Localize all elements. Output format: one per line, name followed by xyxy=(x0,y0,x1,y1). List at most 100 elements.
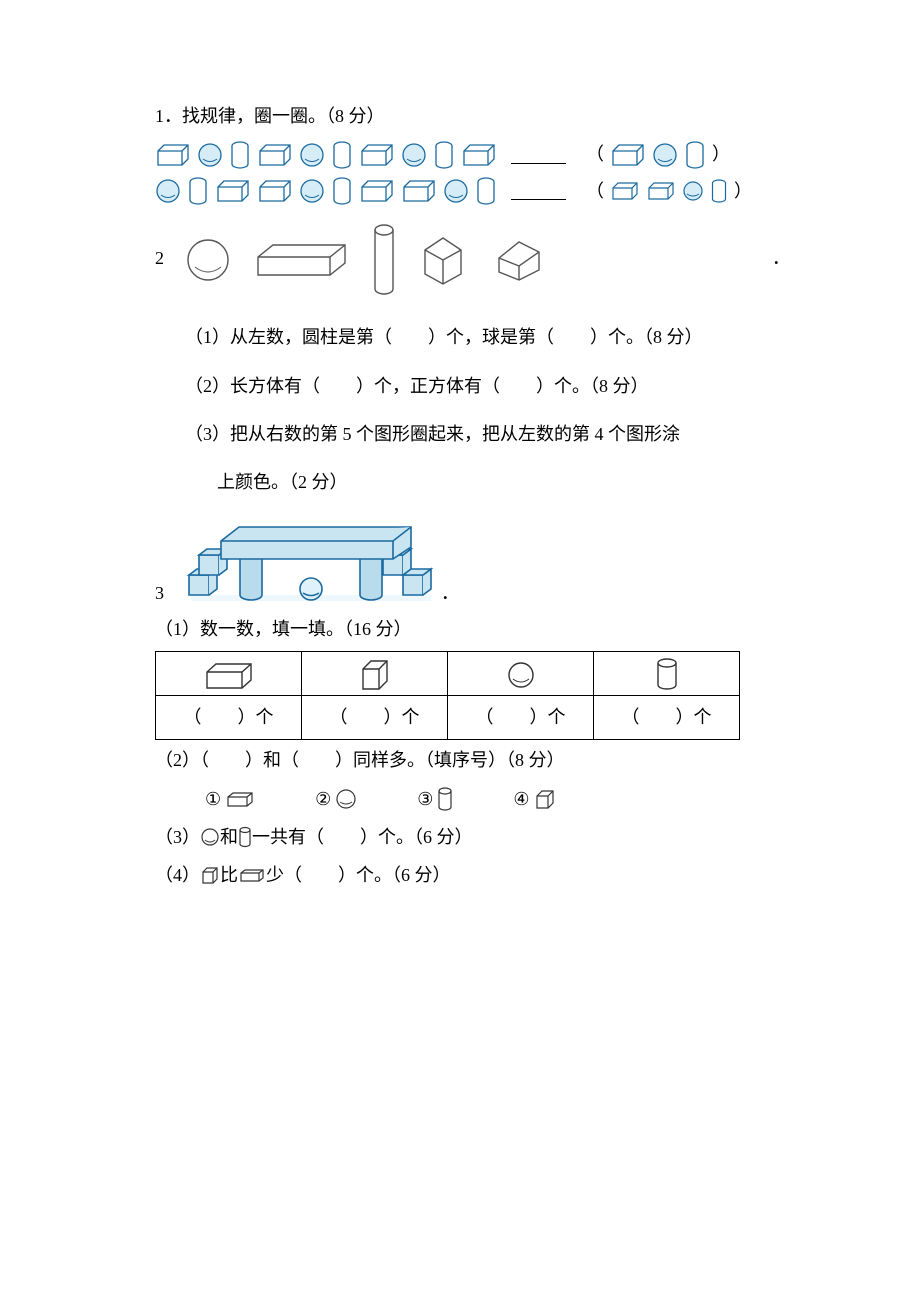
building-blocks-illustration xyxy=(181,505,441,613)
blank-line xyxy=(511,146,566,164)
cuboid-small-icon xyxy=(238,867,266,883)
cylinder-icon xyxy=(475,176,497,206)
q3-p3-mid: 和 xyxy=(220,821,238,853)
q3-p1-text: （1）数一数，填一填。（16 分） xyxy=(155,613,412,645)
option-3: ③ xyxy=(417,783,453,815)
q2-p1: （1）从左数，圆柱是第（ ）个，球是第（ ）个。（8 分） xyxy=(155,321,790,353)
cuboid-icon xyxy=(610,142,646,168)
q2-p3b-text: 上颜色。（2 分） xyxy=(217,466,348,498)
cylinder-small-icon xyxy=(437,786,453,812)
sphere-icon xyxy=(155,178,181,204)
cuboid-icon xyxy=(215,178,251,204)
count-table: （ ）个 （ ）个 （ ）个 （ ）个 xyxy=(155,651,790,740)
cuboid-icon xyxy=(257,178,293,204)
flat-cuboid-icon xyxy=(253,241,349,279)
cylinder-icon xyxy=(655,657,679,691)
cylinder-icon xyxy=(229,140,251,170)
sphere-big-icon xyxy=(185,237,231,283)
q3-p3-post: 一共有（ ）个。（6 分） xyxy=(252,821,473,853)
table-header-cuboid xyxy=(156,652,302,696)
sphere-icon xyxy=(682,180,704,202)
sphere-icon xyxy=(652,142,678,168)
paren-open: （ xyxy=(586,175,604,207)
table-header-cylinder xyxy=(594,652,740,696)
blank-line xyxy=(511,182,566,200)
table-cell: （ ）个 xyxy=(448,696,594,740)
paren-open: （ xyxy=(586,138,604,170)
cuboid-icon xyxy=(359,142,395,168)
q2-p3a-text: （3）把从右数的第 5 个图形圈起来，把从左数的第 4 个图形涂 xyxy=(185,418,680,450)
options-row: ① ② ③ ④ xyxy=(155,783,790,815)
cylinder-icon xyxy=(433,140,455,170)
sphere-small-icon xyxy=(200,827,220,847)
tall-cylinder-icon xyxy=(371,223,397,297)
q3-number: 3 xyxy=(155,505,181,609)
option-1: ① xyxy=(205,783,255,815)
q2-p2: （2）长方体有（ ）个，正方体有（ ）个。（8 分） xyxy=(155,370,790,402)
table-cell: （ ）个 xyxy=(594,696,740,740)
answer-group: （ ） xyxy=(586,138,730,170)
table-header-cube xyxy=(302,652,448,696)
option-number: ④ xyxy=(513,783,529,815)
q3-p2-text: （2）（ ）和（ ）同样多。（填序号）（8 分） xyxy=(155,744,565,776)
option-4: ④ xyxy=(513,783,555,815)
q1-title: 1．找规律，圈一圈。（8 分） xyxy=(155,100,790,132)
cylinder-icon xyxy=(187,176,209,206)
q2-p3a: （3）把从右数的第 5 个图形圈起来，把从左数的第 4 个图形涂 xyxy=(155,418,790,450)
q3-p4: （4） 比 少（ ）个。（6 分） xyxy=(155,859,790,891)
table-header-sphere xyxy=(448,652,594,696)
q2-p3b: 上颜色。（2 分） xyxy=(155,466,790,498)
cuboid-icon xyxy=(202,660,256,690)
q1-row1: （ ） xyxy=(155,138,790,170)
tilted-cube-icon xyxy=(489,236,545,284)
paren-close: ） xyxy=(734,175,752,207)
q2-p2-text: （2）长方体有（ ）个，正方体有（ ）个。（8 分） xyxy=(185,370,649,402)
sphere-small-icon xyxy=(335,788,357,810)
cuboid-icon xyxy=(359,178,395,204)
cylinder-icon xyxy=(331,140,353,170)
sphere-icon xyxy=(299,142,325,168)
cube-small-icon xyxy=(534,788,556,810)
q2-number: 2 xyxy=(155,242,175,274)
cylinder-icon xyxy=(710,178,728,204)
table-cell: （ ）个 xyxy=(156,696,302,740)
q3-p4-post: 少（ ）个。（6 分） xyxy=(266,859,451,891)
sphere-icon xyxy=(506,660,536,690)
sphere-icon xyxy=(443,178,469,204)
q2-block: 2 ． xyxy=(155,215,790,301)
cuboid-icon xyxy=(646,180,676,202)
q2-dot: ． xyxy=(772,242,790,274)
q3-p2: （2）（ ）和（ ）同样多。（填序号）（8 分） xyxy=(155,744,790,776)
option-number: ③ xyxy=(417,783,433,815)
sphere-icon xyxy=(299,178,325,204)
cube-icon xyxy=(358,657,392,691)
cuboid-icon xyxy=(401,178,437,204)
q3-dot: ． xyxy=(441,505,459,609)
option-number: ② xyxy=(315,783,331,815)
cube-small-icon xyxy=(200,865,220,885)
cuboid-icon xyxy=(257,142,293,168)
q1-title-text: 1．找规律，圈一圈。（8 分） xyxy=(155,100,385,132)
cuboid-icon xyxy=(461,142,497,168)
option-2: ② xyxy=(315,783,357,815)
q3-block: 3 xyxy=(155,505,790,613)
cylinder-icon xyxy=(684,140,706,170)
q3-p3-pre: （3） xyxy=(155,821,200,853)
q3-p3: （3） 和 一共有（ ）个。（6 分） xyxy=(155,821,790,853)
cylinder-icon xyxy=(331,176,353,206)
paren-close: ） xyxy=(712,138,730,170)
answer-group2: （ ） xyxy=(586,175,752,207)
sphere-icon xyxy=(401,142,427,168)
q1-row2: （ ） xyxy=(155,175,790,207)
cube-iso-icon xyxy=(419,234,467,286)
q3-p1: （1）数一数，填一填。（16 分） xyxy=(155,613,790,645)
sphere-icon xyxy=(197,142,223,168)
cylinder-small-icon xyxy=(238,826,252,848)
cuboid-small-icon xyxy=(225,790,255,808)
cuboid-icon xyxy=(610,180,640,202)
table-cell: （ ）个 xyxy=(302,696,448,740)
q2-p1-text: （1）从左数，圆柱是第（ ）个，球是第（ ）个。（8 分） xyxy=(185,321,703,353)
q3-p4-mid: 比 xyxy=(220,859,238,891)
option-number: ① xyxy=(205,783,221,815)
q3-p4-pre: （4） xyxy=(155,859,200,891)
